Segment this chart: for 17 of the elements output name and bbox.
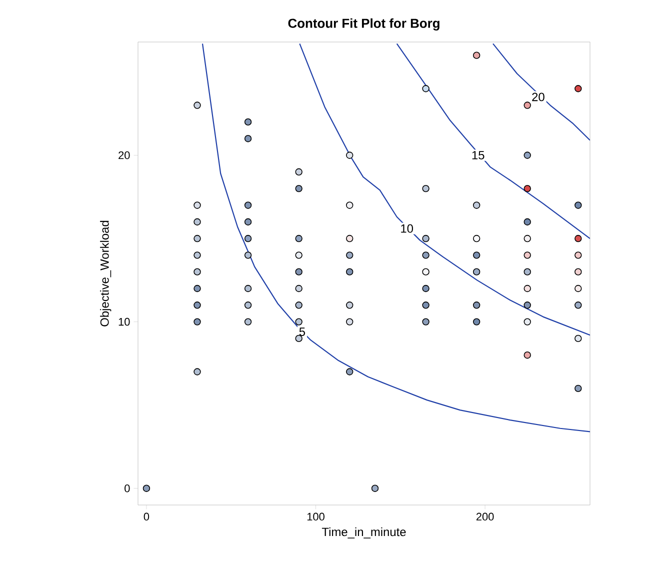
y-tick-label: 10 — [118, 318, 130, 326]
line-series — [396, 43, 590, 240]
y-axis-title: Objective_Workload — [100, 220, 112, 326]
x-tick-label: 200 — [476, 512, 494, 521]
x-tick-label: 0 — [144, 512, 150, 521]
x-axis-title: Time_in_minute — [322, 527, 406, 538]
line-series — [492, 43, 590, 141]
annotation: 10 — [401, 224, 414, 233]
annotation: 20 — [532, 92, 544, 102]
y-tick-label: 0 — [124, 484, 130, 492]
line-series — [202, 43, 590, 432]
annotation: 15 — [472, 151, 484, 160]
chart-title: Contour Fit Plot for Borg — [288, 18, 440, 31]
annotation: 5 — [299, 328, 306, 336]
x-tick-label: 100 — [307, 512, 324, 521]
line-series — [299, 43, 590, 336]
y-tick-label: 20 — [118, 151, 130, 160]
